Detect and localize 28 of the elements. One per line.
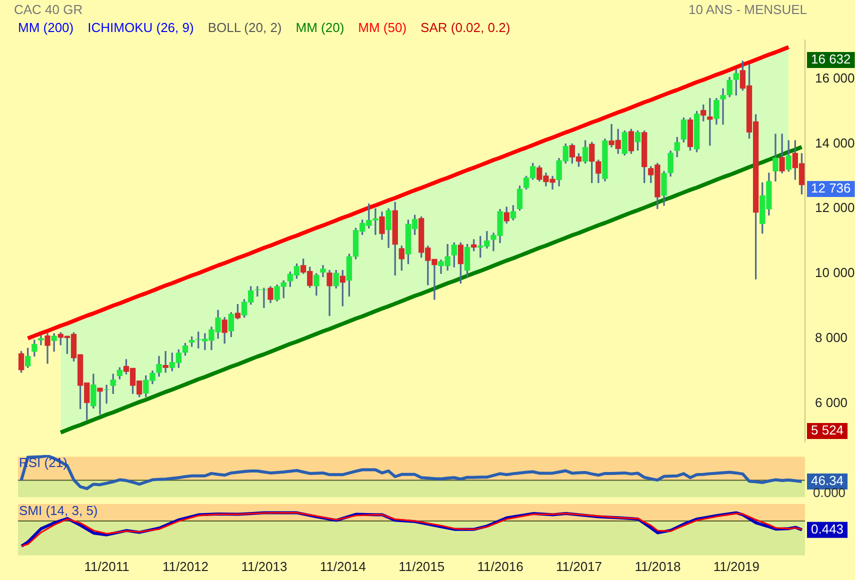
x-tick-label: 11/2012 xyxy=(162,558,209,574)
text: 0.443 xyxy=(811,521,844,536)
y-tick-label: 16 000 xyxy=(815,70,855,86)
y-tick-label: 8 000 xyxy=(815,330,848,345)
x-tick-label: 11/2016 xyxy=(477,558,524,574)
text: MM (50) xyxy=(358,20,407,35)
chart-title: CAC 40 GR xyxy=(14,2,83,17)
chart-title: SMI (14, 3, 5) xyxy=(19,503,98,518)
x-tick-label: 11/2018 xyxy=(634,558,681,574)
x-tick-label: 11/2019 xyxy=(713,558,760,574)
text: SAR (0.02, 0.2) xyxy=(420,20,510,35)
text: 12 736 xyxy=(811,180,851,196)
y-tick-label: 12 000 xyxy=(815,200,855,216)
y-tick-label: 6 000 xyxy=(815,394,848,410)
x-tick-label: 11/2013 xyxy=(241,558,288,574)
text: MM (200) xyxy=(18,20,74,35)
y-tick-label: 10 000 xyxy=(815,265,855,280)
text: 16 632 xyxy=(811,52,851,67)
text: BOLL (20, 2) xyxy=(208,20,282,35)
y-tick-label: 14 000 xyxy=(815,135,855,150)
text: MM (20) xyxy=(296,20,344,35)
x-tick-label: 11/2011 xyxy=(84,558,130,574)
x-tick-label: 11/2017 xyxy=(556,558,602,574)
text: ICHIMOKU (26, 9) xyxy=(88,20,194,35)
x-tick-label: 11/2014 xyxy=(320,558,366,574)
chart-subtitle: 10 ANS - MENSUEL xyxy=(688,2,807,17)
text: 5 524 xyxy=(811,422,844,438)
x-tick-label: 11/2015 xyxy=(398,558,445,574)
